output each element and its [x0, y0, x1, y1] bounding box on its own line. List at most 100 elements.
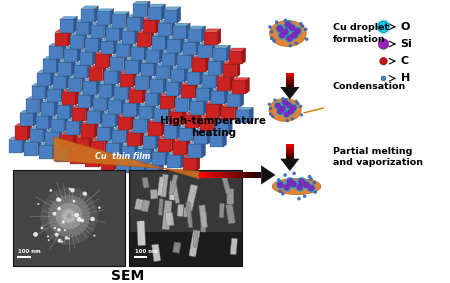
- Polygon shape: [189, 96, 192, 112]
- Polygon shape: [80, 49, 97, 52]
- Circle shape: [274, 98, 276, 101]
- Polygon shape: [118, 68, 122, 84]
- Polygon shape: [116, 160, 129, 173]
- Circle shape: [68, 188, 71, 190]
- Text: H: H: [400, 73, 410, 83]
- Polygon shape: [74, 62, 91, 65]
- Polygon shape: [213, 171, 215, 178]
- Polygon shape: [41, 100, 58, 102]
- Circle shape: [57, 207, 61, 210]
- Circle shape: [275, 103, 281, 108]
- Circle shape: [284, 19, 287, 22]
- Polygon shape: [187, 69, 204, 72]
- Polygon shape: [286, 158, 294, 159]
- Circle shape: [70, 188, 75, 192]
- Polygon shape: [152, 103, 156, 119]
- Polygon shape: [189, 26, 206, 29]
- Polygon shape: [184, 66, 189, 82]
- Circle shape: [279, 32, 285, 38]
- FancyBboxPatch shape: [137, 221, 145, 246]
- FancyBboxPatch shape: [165, 212, 174, 226]
- Polygon shape: [258, 171, 260, 178]
- Polygon shape: [154, 60, 158, 76]
- Polygon shape: [158, 90, 162, 106]
- Polygon shape: [181, 82, 198, 85]
- FancyBboxPatch shape: [227, 189, 234, 204]
- Polygon shape: [210, 131, 227, 134]
- Circle shape: [284, 20, 292, 29]
- Circle shape: [292, 172, 296, 175]
- Polygon shape: [135, 74, 152, 76]
- Polygon shape: [116, 111, 120, 127]
- Polygon shape: [68, 76, 85, 78]
- Polygon shape: [202, 26, 206, 42]
- Polygon shape: [196, 85, 213, 88]
- Polygon shape: [183, 158, 196, 171]
- Circle shape: [276, 181, 284, 189]
- Polygon shape: [213, 45, 230, 48]
- Polygon shape: [162, 120, 166, 136]
- Polygon shape: [261, 165, 275, 185]
- Polygon shape: [213, 115, 217, 131]
- Polygon shape: [148, 7, 162, 20]
- Polygon shape: [83, 33, 87, 49]
- Polygon shape: [70, 35, 83, 49]
- Polygon shape: [144, 90, 162, 93]
- Polygon shape: [60, 86, 64, 102]
- Polygon shape: [22, 137, 26, 153]
- Polygon shape: [210, 134, 223, 147]
- Polygon shape: [95, 52, 112, 55]
- Circle shape: [50, 189, 52, 192]
- Polygon shape: [192, 125, 196, 142]
- Polygon shape: [164, 77, 167, 93]
- Polygon shape: [229, 48, 246, 51]
- Circle shape: [281, 98, 289, 106]
- Polygon shape: [93, 49, 97, 65]
- Circle shape: [290, 181, 297, 187]
- Polygon shape: [146, 163, 163, 165]
- Polygon shape: [14, 123, 32, 126]
- Polygon shape: [187, 139, 190, 155]
- Polygon shape: [89, 19, 93, 35]
- Polygon shape: [30, 127, 47, 129]
- Polygon shape: [81, 8, 95, 22]
- Circle shape: [48, 195, 90, 237]
- Polygon shape: [64, 116, 68, 132]
- Polygon shape: [286, 76, 294, 78]
- Circle shape: [291, 117, 294, 120]
- Polygon shape: [196, 155, 200, 171]
- Circle shape: [40, 227, 43, 230]
- Polygon shape: [118, 117, 131, 130]
- Polygon shape: [100, 154, 117, 157]
- Polygon shape: [116, 157, 133, 160]
- Circle shape: [277, 178, 280, 181]
- Circle shape: [305, 38, 308, 41]
- Polygon shape: [280, 159, 299, 171]
- Circle shape: [303, 194, 306, 198]
- Polygon shape: [221, 59, 225, 74]
- FancyBboxPatch shape: [158, 199, 163, 215]
- Polygon shape: [217, 29, 221, 45]
- Polygon shape: [286, 84, 294, 85]
- Polygon shape: [123, 55, 127, 71]
- Polygon shape: [204, 31, 217, 45]
- Polygon shape: [83, 148, 87, 164]
- Polygon shape: [167, 39, 181, 53]
- Circle shape: [288, 23, 296, 32]
- Polygon shape: [144, 44, 148, 60]
- Polygon shape: [162, 4, 166, 20]
- Circle shape: [378, 39, 389, 49]
- Polygon shape: [133, 119, 146, 133]
- Circle shape: [56, 203, 82, 230]
- FancyBboxPatch shape: [185, 185, 198, 211]
- Polygon shape: [167, 106, 171, 122]
- Polygon shape: [162, 50, 179, 53]
- Circle shape: [47, 235, 49, 237]
- Polygon shape: [286, 144, 294, 145]
- Polygon shape: [64, 49, 77, 62]
- Polygon shape: [160, 163, 163, 179]
- Polygon shape: [120, 141, 123, 157]
- Polygon shape: [166, 34, 169, 50]
- Circle shape: [308, 175, 311, 178]
- Polygon shape: [213, 48, 227, 61]
